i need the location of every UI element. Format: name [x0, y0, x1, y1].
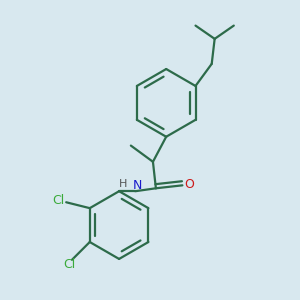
Text: N: N — [133, 179, 142, 192]
Text: Cl: Cl — [63, 259, 75, 272]
Text: H: H — [119, 179, 128, 189]
Text: Cl: Cl — [52, 194, 64, 207]
Text: O: O — [184, 178, 194, 191]
